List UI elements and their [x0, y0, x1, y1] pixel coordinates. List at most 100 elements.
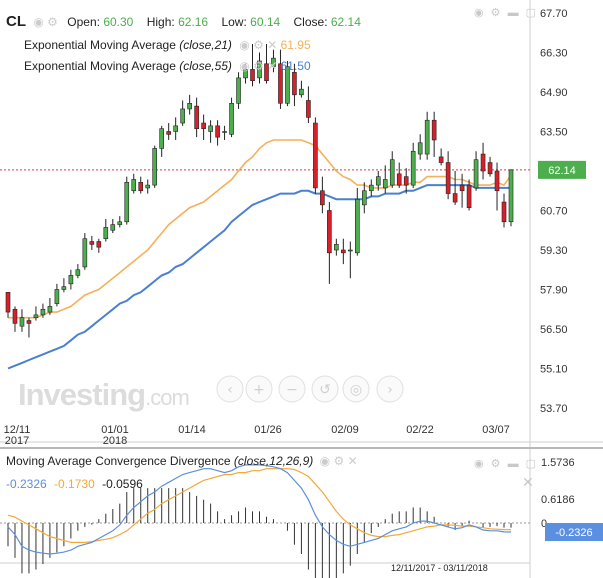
- candle-body: [368, 184, 374, 192]
- close-label: Close:: [293, 15, 328, 29]
- candle-body: [159, 128, 164, 149]
- settings-icon[interactable]: ⚙: [490, 458, 501, 470]
- macd-close-icon[interactable]: ✕: [522, 474, 534, 490]
- price-tick-label: 60.70: [540, 206, 568, 218]
- macd-signal-line: [7, 468, 512, 543]
- eye-icon[interactable]: ◉: [239, 38, 250, 52]
- macd-values: -0.2326 -0.1730 -0.0596: [6, 477, 143, 491]
- candle-body: [243, 69, 248, 79]
- ema21-line: [8, 139, 512, 319]
- date-tick-label: 02/09: [331, 424, 359, 436]
- settings-icon[interactable]: ⚙: [490, 7, 501, 19]
- candle-body: [480, 153, 486, 172]
- nav-icon: −: [286, 382, 298, 398]
- candle-body: [257, 60, 262, 79]
- candle-body: [264, 63, 269, 82]
- candle-body: [201, 122, 206, 129]
- current-price-label: 62.14: [548, 165, 576, 177]
- hide-icon[interactable]: ◉: [474, 458, 484, 470]
- candle-body: [131, 179, 137, 192]
- candle-body: [271, 57, 276, 67]
- nav-button: [342, 375, 370, 403]
- ema55-legend: Exponential Moving Average (close,55) ◉ …: [24, 59, 311, 73]
- settings-icon[interactable]: ⚙: [47, 15, 58, 29]
- signal-value: -0.1730: [54, 477, 95, 491]
- macd-window-controls: ◉ ⚙ ▬ ▢: [474, 457, 536, 470]
- candle-body: [473, 159, 479, 189]
- macd-value: -0.2326: [6, 477, 47, 491]
- eye-icon[interactable]: ◉: [239, 59, 250, 73]
- macd-tick-label: 0: [541, 518, 547, 530]
- candle-body: [187, 102, 192, 110]
- price-tick-label: 56.50: [540, 324, 568, 336]
- candle-body: [292, 71, 297, 96]
- close-icon[interactable]: ✕: [347, 454, 358, 468]
- candle-body: [173, 125, 178, 132]
- settings-icon[interactable]: ⚙: [253, 59, 264, 73]
- ema55-value: 61.50: [280, 59, 311, 73]
- candle-body: [110, 224, 116, 231]
- macd-line: [7, 464, 512, 555]
- eye-icon[interactable]: ◉: [33, 15, 44, 29]
- maximize-icon[interactable]: ▢: [525, 7, 537, 19]
- date-tick-label: 01/14: [178, 424, 206, 436]
- histogram-value: -0.0596: [102, 477, 143, 491]
- candle-body: [375, 176, 381, 186]
- price-tick-label: 64.90: [540, 87, 568, 99]
- date-tick-label: 01/01: [101, 424, 129, 436]
- candle-body: [431, 119, 437, 141]
- candle-body: [424, 119, 430, 155]
- candle-body: [194, 105, 199, 129]
- candle-body: [445, 162, 451, 194]
- low-value: 60.14: [250, 15, 281, 29]
- ema55-line: [7, 184, 511, 370]
- macd-tick-label: 0.6186: [541, 494, 575, 506]
- open-value: 60.30: [103, 15, 134, 29]
- candle-body: [466, 184, 472, 208]
- nav-button: [245, 375, 273, 403]
- candle-body: [487, 162, 493, 175]
- candle-body: [138, 181, 144, 192]
- candle-body: [459, 184, 465, 192]
- candle-body: [26, 320, 32, 324]
- minimize-icon[interactable]: ▬: [507, 458, 519, 470]
- candle-body: [33, 314, 39, 319]
- chart-legend: CL ◉ ⚙ Open: 60.30 High: 62.16 Low: 60.1…: [6, 13, 361, 30]
- maximize-icon[interactable]: ▢: [525, 458, 537, 470]
- candle-body: [12, 308, 18, 324]
- candle-body: [348, 249, 353, 252]
- candle-body: [152, 148, 158, 186]
- low-label: Low:: [221, 15, 247, 29]
- nav-icon: ›: [387, 382, 393, 398]
- settings-icon[interactable]: ⚙: [253, 38, 264, 52]
- settings-icon[interactable]: ⚙: [333, 454, 345, 468]
- eye-icon[interactable]: ◉: [319, 454, 331, 468]
- candle-body: [403, 176, 409, 186]
- candle-body: [19, 317, 25, 327]
- date-range: 12/11/2017 - 03/11/2018: [391, 563, 488, 573]
- candle-body: [166, 131, 171, 135]
- close-value: 62.14: [330, 15, 361, 29]
- minimize-icon[interactable]: ▬: [507, 7, 519, 19]
- candle-body: [508, 169, 514, 223]
- nav-icon: ◎: [350, 382, 362, 398]
- ema21-label: Exponential Moving Average: [24, 38, 176, 52]
- candle-body: [103, 227, 109, 240]
- close-icon[interactable]: ✕: [267, 38, 278, 52]
- candle-body: [306, 100, 311, 118]
- ema21-legend: Exponential Moving Average (close,21) ◉ …: [24, 38, 311, 52]
- candle-body: [229, 102, 234, 135]
- date-tick-label: 12/11: [4, 424, 31, 436]
- candle-body: [68, 275, 74, 285]
- candle-body: [117, 221, 123, 225]
- date-tick-sublabel: 2018: [103, 435, 127, 447]
- candle-body: [355, 198, 360, 254]
- price-tick-label: 66.30: [540, 48, 568, 60]
- candle-body: [313, 122, 318, 189]
- price-tick-label: 55.10: [540, 364, 568, 376]
- close-icon[interactable]: ✕: [267, 59, 278, 73]
- hide-icon[interactable]: ◉: [474, 7, 484, 19]
- candle-body: [89, 241, 95, 245]
- date-tick-sublabel: 2017: [5, 435, 29, 447]
- high-label: High:: [146, 15, 175, 29]
